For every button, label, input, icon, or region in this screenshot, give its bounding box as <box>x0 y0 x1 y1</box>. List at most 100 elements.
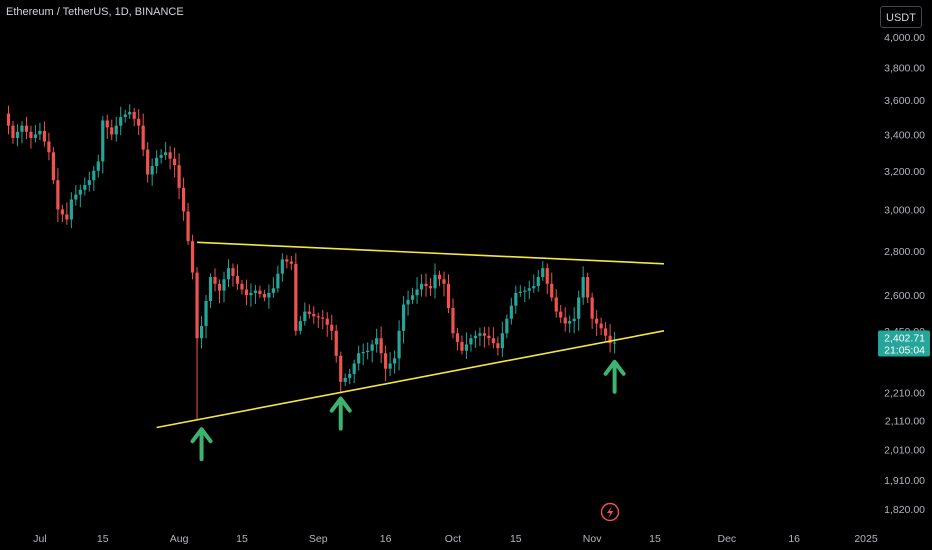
candle-body <box>518 291 522 293</box>
candle-body <box>370 344 374 351</box>
candle-body <box>96 161 100 171</box>
candle-body <box>92 170 96 181</box>
candle-body <box>401 304 406 331</box>
candle-body <box>159 155 163 158</box>
candle-body <box>334 330 338 356</box>
candle-body <box>482 333 486 336</box>
candle-body <box>186 211 190 242</box>
price-axis[interactable]: 4,000.00 3,800.00 3,600.00 3,400.00 3,200.00… <box>884 32 925 516</box>
candle-body <box>559 311 563 318</box>
candle-body <box>114 125 118 135</box>
price-tick-label: 2,600.00 <box>884 290 925 302</box>
candle-body <box>240 283 244 290</box>
price-tick-label: 4,000.00 <box>884 32 925 44</box>
candle-body <box>433 274 437 289</box>
candle-body <box>473 335 478 339</box>
up-arrow-icon <box>603 359 626 394</box>
candle-body <box>285 259 289 262</box>
candle-body <box>137 118 141 126</box>
price-tick-label: 3,800.00 <box>884 63 925 75</box>
candle-body <box>190 241 195 273</box>
candle-body <box>231 268 235 276</box>
time-axis[interactable]: Jul 15 Aug 15 Sep 16 Oct 15 Nov 15 Dec 16 2025 <box>33 533 878 545</box>
candle-body <box>253 290 258 293</box>
candle-body <box>410 295 415 300</box>
candle-body <box>428 286 433 289</box>
candle-body <box>545 268 549 284</box>
price-tick-label: 3,200.00 <box>884 166 925 178</box>
candle-body <box>348 373 352 378</box>
candle-body <box>294 263 298 331</box>
candle-body <box>258 290 262 295</box>
candle-body <box>173 158 177 166</box>
candle-body <box>523 290 527 292</box>
candle-body <box>406 299 410 305</box>
candle-body <box>87 180 91 185</box>
candle-body <box>213 277 217 284</box>
time-tick-label: 2025 <box>854 533 878 545</box>
price-tick-label: 2,110.00 <box>885 415 925 427</box>
candle-body <box>204 301 208 326</box>
candle-body <box>132 111 136 119</box>
candle-body <box>78 189 82 195</box>
currency-unit-selector[interactable]: USDT <box>880 6 922 28</box>
candle-body <box>612 342 617 344</box>
candle-body <box>590 297 594 319</box>
candle-body <box>208 277 213 302</box>
price-tick-label: 3,400.00 <box>884 129 925 141</box>
arrow-annotations <box>190 359 626 462</box>
candle-body <box>199 325 204 339</box>
candle-body <box>352 363 356 374</box>
candle-body <box>321 317 325 319</box>
candle-body <box>384 353 388 369</box>
candle-body <box>496 343 500 349</box>
candle-body <box>69 199 73 220</box>
chart-title: Ethereum / TetherUS, 1D, BINANCE <box>6 6 184 18</box>
candle-body <box>541 268 545 278</box>
candle-body <box>442 279 446 284</box>
candle-body <box>141 125 145 150</box>
time-tick-label: Oct <box>445 533 461 545</box>
candle-body <box>581 277 585 298</box>
candle-body <box>339 355 343 382</box>
candle-body <box>195 272 199 339</box>
candle-body <box>604 328 608 336</box>
time-tick-label: 15 <box>236 533 248 545</box>
candle-body <box>577 297 581 319</box>
lightning-icon[interactable] <box>600 502 620 522</box>
candle-body <box>536 277 540 287</box>
time-tick-label: 16 <box>380 533 392 545</box>
candle-body <box>262 294 267 298</box>
candle-body <box>366 350 370 352</box>
candle-body <box>464 344 469 351</box>
candle-body <box>235 275 240 284</box>
candle-body <box>379 338 383 354</box>
candle-body <box>51 152 55 181</box>
time-tick-label: Jul <box>33 533 46 545</box>
candle-body <box>267 292 271 298</box>
candle-body <box>164 152 168 156</box>
time-tick-label: 15 <box>649 533 661 545</box>
candle-body <box>532 286 536 289</box>
candle-body <box>460 341 464 351</box>
candle-body <box>478 333 482 336</box>
candle-body <box>316 316 320 318</box>
candle-body <box>222 279 226 291</box>
candle-body <box>554 297 558 312</box>
candle-body <box>11 125 15 138</box>
candle-body <box>608 335 612 344</box>
candle-body <box>437 274 442 280</box>
candle-body <box>307 311 311 314</box>
candle-body <box>276 273 280 289</box>
candle-body <box>38 130 42 135</box>
candle-body <box>65 214 69 220</box>
candle-body <box>509 305 513 319</box>
up-arrow-icon <box>329 396 352 431</box>
candle-body <box>123 114 127 118</box>
price-tick-label: 2,210.00 <box>884 388 925 400</box>
time-tick-label: Aug <box>170 533 189 545</box>
candle-body <box>105 120 109 128</box>
price-tick-label: 3,000.00 <box>884 204 925 216</box>
candle-body <box>446 283 451 309</box>
